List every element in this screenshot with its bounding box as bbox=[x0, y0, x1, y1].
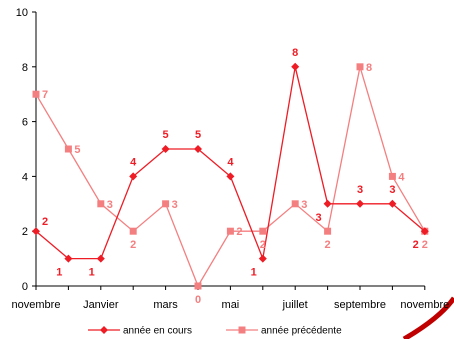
data-label: 7 bbox=[42, 89, 48, 101]
y-tick-label: 0 bbox=[22, 281, 28, 293]
data-point bbox=[420, 227, 429, 236]
data-label: 2 bbox=[422, 239, 428, 251]
data-point bbox=[258, 254, 267, 263]
data-label: 4 bbox=[227, 156, 234, 168]
data-point bbox=[194, 282, 202, 290]
data-point bbox=[226, 227, 234, 235]
x-tick-label: juillet bbox=[282, 299, 308, 311]
data-point bbox=[291, 62, 300, 71]
data-label: 2 bbox=[42, 216, 48, 228]
data-label: 4 bbox=[398, 171, 405, 183]
y-tick-label: 8 bbox=[22, 62, 28, 74]
data-label: 0 bbox=[195, 294, 201, 306]
corner-decoration bbox=[402, 296, 454, 339]
data-label: 8 bbox=[292, 47, 298, 59]
data-label: 3 bbox=[357, 184, 363, 196]
legend-label: année précédente bbox=[261, 326, 342, 337]
series-annee-en-cours bbox=[32, 62, 429, 263]
x-tick-label: mars bbox=[153, 299, 178, 311]
data-label: 3 bbox=[107, 199, 113, 211]
legend-item-annee-precedente: année précédente bbox=[226, 326, 342, 337]
data-label: 1 bbox=[56, 267, 62, 279]
data-point bbox=[64, 254, 73, 263]
data-point bbox=[161, 145, 170, 153]
data-point bbox=[97, 200, 105, 208]
data-label: 8 bbox=[366, 62, 372, 74]
data-label: 5 bbox=[74, 144, 80, 156]
data-label: 2 bbox=[325, 239, 331, 251]
legend-label: année en cours bbox=[123, 326, 192, 337]
data-point bbox=[324, 227, 332, 235]
x-tick-label: Janvier bbox=[83, 299, 119, 311]
x-tick-label: novembre bbox=[12, 299, 61, 311]
data-label: 5 bbox=[163, 129, 169, 141]
series-layer bbox=[32, 62, 429, 290]
data-label: 2 bbox=[130, 239, 136, 251]
x-tick-label: septembre bbox=[334, 299, 386, 311]
data-point bbox=[96, 254, 105, 263]
y-tick-label: 10 bbox=[16, 7, 28, 19]
legend-marker bbox=[100, 326, 108, 334]
data-point bbox=[162, 200, 170, 208]
data-point bbox=[129, 172, 138, 181]
data-label: 1 bbox=[251, 267, 257, 279]
data-point bbox=[32, 227, 40, 236]
data-point bbox=[388, 199, 397, 208]
data-label: 5 bbox=[195, 129, 201, 141]
data-label: 3 bbox=[315, 212, 321, 224]
x-tick-label: novembre bbox=[400, 299, 449, 311]
data-label: 1 bbox=[89, 267, 95, 279]
data-label: 2 bbox=[260, 239, 266, 251]
data-point bbox=[226, 172, 235, 181]
y-tick-label: 4 bbox=[22, 171, 28, 183]
data-label: 2 bbox=[236, 226, 242, 238]
data-point bbox=[259, 227, 267, 235]
data-point bbox=[129, 227, 137, 235]
data-point bbox=[32, 90, 40, 98]
data-point bbox=[356, 199, 364, 208]
data-point bbox=[291, 200, 299, 208]
data-point bbox=[356, 63, 364, 71]
legend-item-annee-en-cours: année en cours bbox=[88, 326, 192, 337]
y-tick-label: 6 bbox=[22, 117, 28, 129]
data-label: 2 bbox=[413, 239, 419, 251]
corner-arc bbox=[402, 296, 454, 339]
data-point bbox=[388, 172, 396, 180]
data-label: 3 bbox=[172, 199, 178, 211]
data-label: 3 bbox=[301, 199, 307, 211]
data-label: 4 bbox=[130, 156, 137, 168]
data-point bbox=[194, 145, 202, 153]
legend-marker bbox=[238, 326, 246, 334]
data-label: 3 bbox=[389, 184, 395, 196]
data-point bbox=[64, 145, 72, 153]
data-point bbox=[323, 199, 332, 208]
legend: année en cours année précédente bbox=[88, 326, 342, 337]
y-tick-label: 2 bbox=[22, 226, 28, 238]
x-tick-label: mai bbox=[222, 299, 240, 311]
